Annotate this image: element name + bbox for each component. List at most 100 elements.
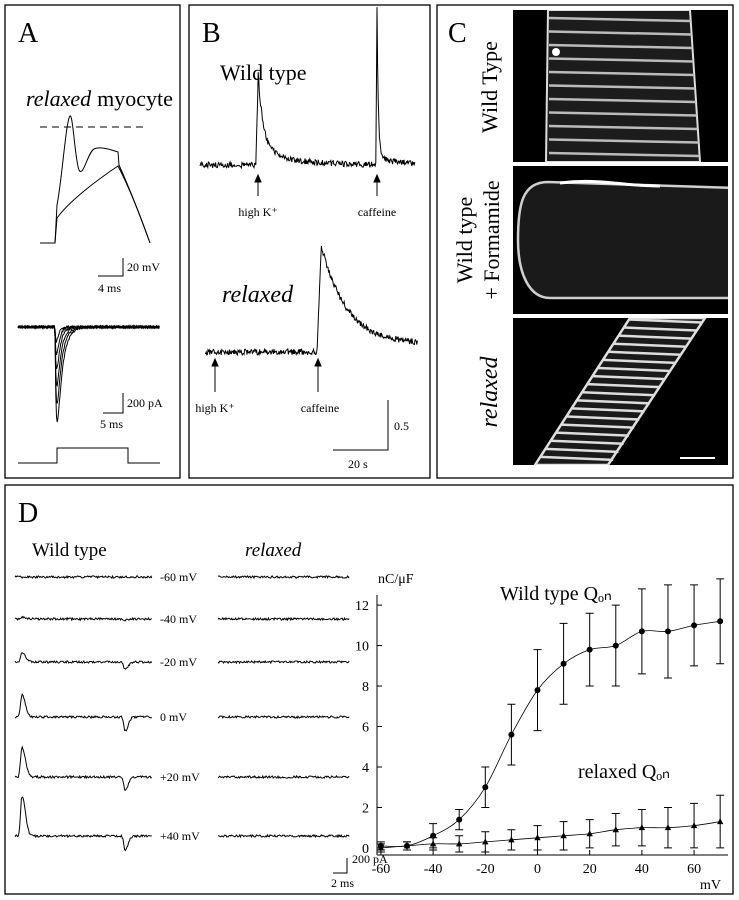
action-potential <box>54 165 151 244</box>
striation <box>597 366 671 373</box>
scale-label: 5 ms <box>100 417 123 431</box>
x-tick-label: 60 <box>687 862 701 877</box>
striation <box>602 358 676 365</box>
x-tick-label: -20 <box>476 862 495 877</box>
voltage-label: +20 mV <box>160 770 200 784</box>
fit-curve <box>380 821 721 849</box>
scale-bar <box>98 258 124 277</box>
y-tick-label: 8 <box>362 680 369 695</box>
row-label: relaxed <box>477 355 503 427</box>
striation <box>548 57 694 63</box>
row-label: Wild Type <box>477 41 502 133</box>
arrows <box>211 173 381 392</box>
scale-bar <box>103 393 124 414</box>
title-italic: relaxed <box>26 86 92 111</box>
data-point <box>560 832 567 839</box>
y-tick-label: 4 <box>362 761 369 776</box>
voltage-label: +40 mV <box>160 829 200 843</box>
x-tick-label: -40 <box>424 862 443 877</box>
column-label: relaxed <box>245 540 302 561</box>
trace-label: Wild type <box>220 60 307 85</box>
data-point <box>716 818 724 825</box>
striation <box>548 16 691 23</box>
striation <box>548 138 699 144</box>
data-point <box>534 687 541 694</box>
striation <box>587 382 661 389</box>
data-point <box>482 838 489 845</box>
gating-current-trace <box>14 652 153 670</box>
stimulus-label: high K⁺ <box>195 401 234 415</box>
striation <box>548 43 693 50</box>
series-label: Wild type Qₒₙ <box>500 583 612 605</box>
data-point <box>664 824 672 831</box>
gating-current-trace <box>14 574 153 580</box>
gating-current-trace <box>217 774 350 780</box>
scale-label: 20 s <box>348 457 368 471</box>
y-tick-label: 2 <box>362 801 369 816</box>
voltage-label: -20 mV <box>160 655 197 669</box>
fit-curve <box>380 620 721 848</box>
data-point <box>560 660 567 667</box>
y-axis-label: nC/μF <box>378 572 414 587</box>
gating-current-trace <box>14 745 153 791</box>
data-point <box>612 642 619 649</box>
striation <box>548 84 696 90</box>
striation <box>608 350 682 357</box>
current-trace <box>17 324 160 388</box>
y-tick-label: 6 <box>362 721 369 736</box>
gating-current-trace <box>217 714 350 720</box>
gating-current-trace <box>15 693 153 732</box>
cell-relaxed <box>533 318 715 465</box>
x-axis-label: mV <box>700 878 721 893</box>
column-label: Wild type <box>32 540 107 561</box>
striation <box>618 334 692 340</box>
striation <box>571 407 645 413</box>
current-trace <box>17 324 160 356</box>
scale-label: 0.5 <box>394 419 409 433</box>
x-tick-label: 20 <box>583 862 597 877</box>
gating-current-trace <box>217 833 350 839</box>
data-point <box>534 834 541 841</box>
panel-title: relaxed myocyte <box>26 86 173 111</box>
panel-label: D <box>18 498 38 529</box>
striation <box>628 318 703 324</box>
scale-label: 200 pA <box>127 396 163 410</box>
striation <box>613 342 687 348</box>
voltage-label: 0 mV <box>160 710 187 724</box>
striation <box>576 399 650 405</box>
cell-wild-type <box>544 10 702 162</box>
gating-current-trace <box>14 615 152 622</box>
striation <box>548 70 695 77</box>
stimulus-label: caffeine <box>301 401 339 415</box>
striation <box>548 111 697 117</box>
data-point <box>429 840 437 847</box>
cell-formamide <box>516 179 728 300</box>
striation <box>592 374 666 381</box>
data-point <box>430 832 437 839</box>
y-tick-label: 12 <box>355 599 369 614</box>
striation <box>540 455 614 462</box>
gating-current-trace <box>217 616 350 622</box>
striation <box>545 447 619 454</box>
series-label: relaxed Qₒₙ <box>578 761 670 783</box>
stimulus-label: high K⁺ <box>238 205 277 219</box>
striation <box>561 423 635 429</box>
striation <box>548 151 700 158</box>
voltage-step <box>18 447 160 464</box>
scale-label: 20 mV <box>127 260 160 274</box>
panel-d-frame <box>4 484 734 895</box>
scale-label: 2 ms <box>331 876 354 890</box>
striation <box>550 439 624 445</box>
data-point <box>377 844 385 851</box>
data-point <box>638 628 645 635</box>
trace-label: relaxed <box>222 282 294 308</box>
scale-label: 4 ms <box>98 281 121 295</box>
data-point <box>717 618 724 625</box>
striation <box>581 390 656 397</box>
data-point <box>508 836 515 843</box>
striation <box>555 431 629 437</box>
panel-b-frame <box>188 4 431 479</box>
title-rest: myocyte <box>97 86 173 111</box>
data-point <box>456 816 463 823</box>
